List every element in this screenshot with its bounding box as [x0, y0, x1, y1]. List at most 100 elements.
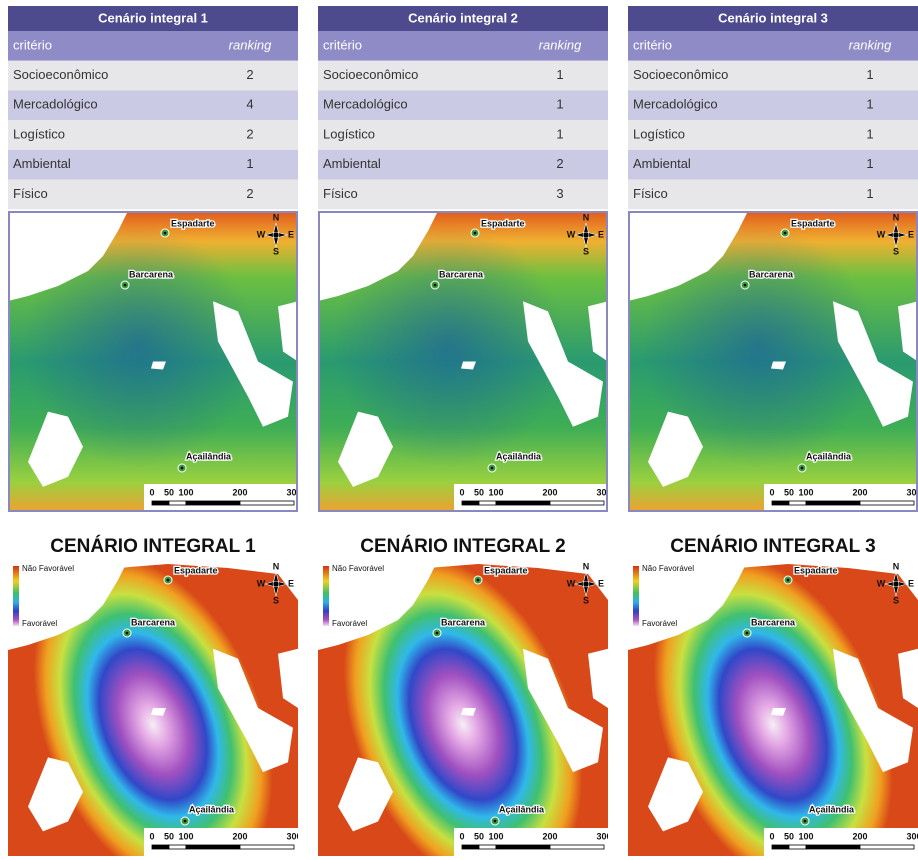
criterion: Mercadológico [633, 97, 718, 112]
compass-label: S [583, 595, 589, 605]
scale-label: 50 [164, 831, 174, 841]
scale-seg [152, 845, 169, 849]
compass-label: W [567, 578, 576, 588]
scale-label: 0 [149, 487, 154, 497]
ranking: 1 [866, 97, 873, 112]
compass-label: N [273, 561, 280, 571]
legend-label: Não Favorável [642, 564, 694, 573]
criterion: Mercadológico [323, 97, 408, 112]
criterion: Físico [323, 186, 358, 201]
scale-label: 0 [459, 831, 464, 841]
scale-label: 50 [474, 487, 484, 497]
city-dot [494, 820, 497, 823]
scale-label: 50 [164, 487, 174, 497]
scale-seg [550, 501, 604, 505]
scale-seg [789, 501, 806, 505]
ranking: 1 [246, 156, 253, 171]
criterion: Socioeconômico [13, 67, 108, 82]
ranking: 1 [556, 67, 563, 82]
legend-label: Favorável [642, 619, 677, 628]
city-label: Espadarte [791, 218, 835, 228]
legend-label: Não Favorável [332, 564, 384, 573]
city-dot [181, 467, 184, 470]
city-label: Barcarena [749, 269, 794, 279]
city-dot [434, 284, 437, 287]
city-dot [477, 579, 480, 582]
criterion: Logístico [633, 126, 685, 141]
compass-label: S [893, 595, 899, 605]
scale-seg [496, 501, 550, 505]
city-label: Barcarena [439, 269, 484, 279]
table-row [628, 180, 918, 210]
ranking: 1 [866, 67, 873, 82]
city-label: Barcarena [751, 617, 796, 627]
scale-label: 0 [459, 487, 464, 497]
compass-label: E [288, 229, 294, 239]
compass-label: W [257, 229, 266, 239]
scale-label: 100 [488, 831, 503, 841]
criterion: Ambiental [323, 156, 381, 171]
city-dot [804, 820, 807, 823]
city-dot [746, 632, 749, 635]
column-header: critério [323, 37, 362, 52]
city-label: Espadarte [481, 218, 525, 228]
scale-label: 0 [769, 487, 774, 497]
compass-label: S [583, 246, 589, 256]
criterion: Socioeconômico [633, 67, 728, 82]
city-label: Barcarena [131, 617, 176, 627]
table-row [8, 180, 298, 210]
compass-label: N [273, 212, 280, 222]
scale-label: 300 [596, 487, 611, 497]
compass-label: W [877, 229, 886, 239]
compass-label: S [893, 246, 899, 256]
scenario-table: Cenário integral 2critériorankingSocioec… [318, 6, 608, 209]
criterion: Logístico [13, 126, 65, 141]
city-dot [787, 579, 790, 582]
column-header: critério [633, 37, 672, 52]
scale-seg [479, 845, 496, 849]
criterion: Logístico [323, 126, 375, 141]
scale-seg [860, 501, 914, 505]
scale-label: 100 [488, 487, 503, 497]
scale-seg [772, 845, 789, 849]
scale-label: 50 [784, 831, 794, 841]
legend-label: Não Favorável [22, 564, 74, 573]
city-label: Barcarena [129, 269, 174, 279]
ranking: 3 [556, 186, 563, 201]
page: Cenário integral 1 critério ranking Socioec… [0, 0, 918, 856]
compass-label: S [273, 246, 279, 256]
scale-unit: Km [608, 844, 623, 854]
city-label: Açailândia [186, 451, 232, 461]
city-label: Açailândia [496, 451, 542, 461]
column-header: ranking [849, 37, 892, 52]
ranking: 4 [246, 97, 253, 112]
table-title: Cenário integral 1 [98, 10, 208, 25]
compass-label: W [877, 578, 886, 588]
city-label: Açailândia [189, 804, 235, 814]
legend-bar [323, 566, 329, 626]
city-dot [474, 232, 477, 235]
scale-label: 200 [542, 831, 557, 841]
result-title: CENÁRIO INTEGRAL 1 [50, 535, 256, 557]
city-dot [164, 232, 167, 235]
scale-label: 200 [852, 831, 867, 841]
city-dot [744, 284, 747, 287]
result-title: CENÁRIO INTEGRAL 3 [670, 535, 876, 557]
compass-label: W [567, 229, 576, 239]
compass-label: E [908, 578, 914, 588]
ranking: 1 [866, 126, 873, 141]
scale-seg [169, 501, 186, 505]
scale-label: 0 [769, 831, 774, 841]
legend-label: Favorável [22, 619, 57, 628]
compass-label: N [893, 212, 900, 222]
scale-seg [186, 501, 240, 505]
scale-label: 200 [232, 487, 247, 497]
table-title: Cenário integral 2 [408, 10, 518, 25]
result-map: Não FavorávelFavorávelNWES050100200300Km… [628, 560, 918, 856]
compass-label: E [908, 229, 914, 239]
ranking: 1 [866, 156, 873, 171]
city-label: Espadarte [171, 218, 215, 228]
